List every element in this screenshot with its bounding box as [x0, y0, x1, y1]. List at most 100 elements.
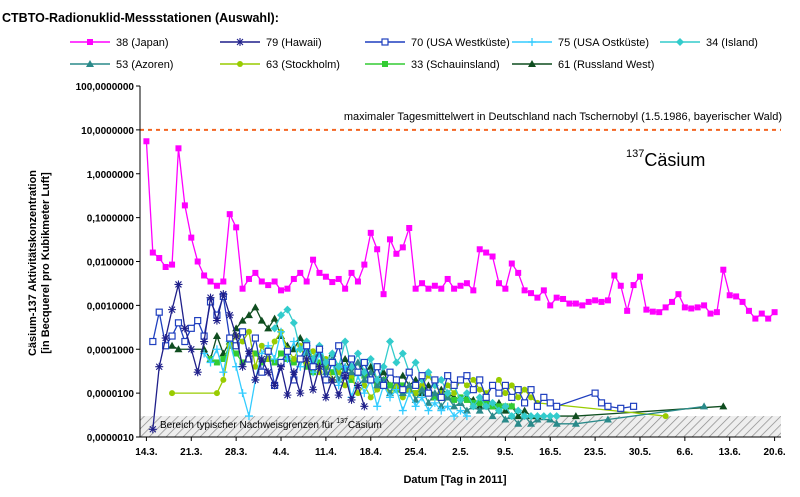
data-point [200, 337, 209, 346]
data-point [149, 337, 157, 346]
data-point [278, 287, 285, 294]
data-point [681, 304, 688, 311]
data-point [219, 290, 228, 299]
data-point [540, 287, 547, 294]
data-point [418, 372, 426, 380]
data-point [508, 403, 515, 410]
data-point [514, 406, 523, 415]
legend-label: 53 (Azoren) [116, 59, 173, 71]
data-point [515, 269, 522, 276]
data-point [169, 390, 176, 397]
data-point [233, 224, 240, 231]
data-point [469, 402, 478, 411]
data-point [719, 402, 728, 410]
detection-band-after: Cäsium [348, 420, 382, 431]
data-point [476, 246, 483, 253]
data-point [290, 355, 297, 362]
data-point [405, 389, 414, 398]
x-tick-label: 20.6. [763, 447, 785, 458]
data-point [193, 368, 202, 377]
data-point [347, 395, 356, 404]
data-point [758, 310, 765, 317]
data-point [180, 324, 189, 333]
data-point [226, 211, 233, 218]
data-point [617, 404, 625, 412]
data-point [726, 292, 733, 299]
legend-label: 63 (Stockholm) [266, 59, 340, 71]
plot-series [143, 138, 778, 434]
y-tick-label: 0,0000100 [87, 389, 135, 400]
data-point [238, 328, 247, 336]
data-point [411, 358, 420, 367]
data-point [283, 305, 292, 314]
data-point [322, 376, 330, 384]
data-point [533, 412, 542, 421]
data-point [244, 347, 253, 356]
data-point [168, 332, 176, 340]
legend-entry: 33 (Schauinsland) [365, 59, 500, 71]
data-point [258, 278, 265, 285]
legend: 38 (Japan) 79 (Hawaii) 70 (USA Westküste) 7… [70, 37, 758, 71]
data-point [470, 376, 477, 383]
legend-marker [236, 38, 244, 46]
data-point [201, 272, 208, 279]
data-point [515, 394, 522, 401]
data-point [405, 381, 414, 389]
data-point [290, 359, 297, 366]
data-point [475, 406, 484, 414]
data-point [630, 282, 637, 289]
data-point [239, 359, 246, 366]
data-point [283, 391, 292, 400]
data-point [437, 406, 446, 415]
y-tick-label: 0,1000000 [87, 214, 135, 225]
data-point [251, 334, 259, 342]
data-point [244, 311, 253, 319]
data-point [297, 269, 304, 276]
legend-entry: 79 (Hawaii) [220, 37, 322, 49]
data-point [290, 275, 297, 282]
data-point [591, 389, 599, 397]
legend-label: 34 (Island) [706, 37, 758, 49]
data-point [521, 386, 528, 393]
data-point [310, 256, 317, 263]
data-point [469, 386, 477, 394]
data-point [527, 412, 536, 421]
data-point [475, 393, 484, 402]
data-point [335, 275, 342, 282]
data-point [419, 280, 426, 287]
data-point [348, 269, 355, 276]
data-point [303, 342, 311, 350]
data-point [597, 399, 606, 407]
data-point [155, 362, 164, 371]
data-point [501, 381, 509, 389]
legend-marker [528, 60, 536, 67]
x-tick-label: 4.4. [273, 447, 290, 458]
series-4 [270, 305, 561, 421]
x-axis: 14.3. 21.3. 28.3. 4.4. 11.4. 18.4. 25.4. 2.5. 9.… [135, 437, 786, 458]
detection-band-text: Bereich typischer Nachweisgrenzen für [160, 420, 336, 431]
data-point [315, 345, 324, 353]
legend-entry: 38 (Japan) [70, 37, 169, 49]
y-tick-label: 100,0000000 [76, 82, 135, 93]
data-point [482, 402, 491, 411]
isotope-name: Cäsium [644, 150, 705, 170]
x-tick-label: 21.3. [180, 447, 202, 458]
data-point [675, 291, 682, 298]
data-point [174, 319, 183, 327]
x-tick-label: 13.6. [719, 447, 741, 458]
data-point [463, 396, 470, 403]
data-point [419, 382, 426, 389]
data-point [385, 393, 394, 402]
data-point [451, 285, 458, 292]
y-axis: 100,0000000 10,0000000 1,0000000 0,1000000 0… [76, 82, 140, 444]
data-point [342, 382, 349, 389]
data-point [572, 300, 579, 307]
data-point [611, 272, 618, 279]
data-point [206, 358, 215, 367]
data-point [424, 368, 433, 377]
series-0 [143, 138, 778, 322]
data-point [251, 303, 260, 311]
data-point [302, 354, 311, 363]
data-point [592, 297, 599, 304]
data-point [476, 386, 483, 393]
